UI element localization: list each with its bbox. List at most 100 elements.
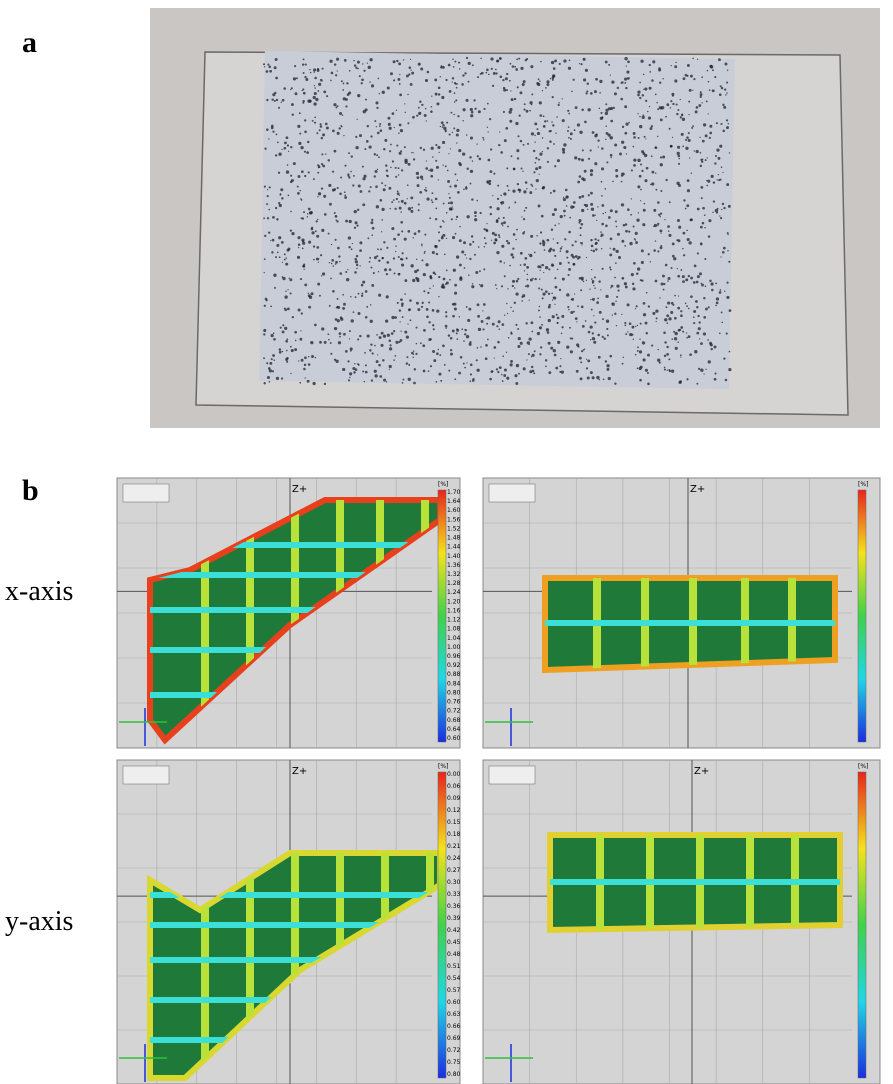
speckle [597, 139, 599, 141]
speckle [488, 182, 491, 185]
speckle [660, 118, 663, 121]
speckle [363, 70, 365, 72]
speckle [269, 381, 271, 383]
speckle [466, 134, 468, 136]
speckle [378, 156, 380, 158]
speckle [271, 358, 273, 360]
speckle [696, 383, 698, 385]
speckle [462, 152, 465, 155]
speckle [641, 150, 644, 153]
speckle [304, 76, 306, 78]
speckle [376, 205, 379, 208]
speckle [590, 149, 592, 151]
speckle [676, 113, 678, 115]
speckle [460, 356, 463, 359]
speckle [514, 374, 517, 377]
speckle [697, 208, 700, 211]
speckle [646, 332, 648, 334]
speckle [418, 112, 421, 115]
speckle [500, 151, 503, 154]
speckle [368, 190, 370, 192]
colorbar-tick-label: 0.30 [447, 879, 461, 886]
speckle [435, 144, 437, 146]
speckle [276, 377, 279, 380]
speckle [409, 66, 412, 69]
speckle [287, 164, 289, 166]
speckle [602, 268, 604, 270]
speckle [581, 223, 584, 226]
speckle [651, 345, 653, 347]
speckle [678, 226, 681, 229]
speckle [593, 315, 594, 316]
speckle [421, 306, 423, 308]
speckle [647, 111, 648, 112]
speckle [573, 79, 575, 81]
speckle [727, 250, 728, 251]
speckle [317, 172, 319, 174]
speckle [639, 175, 642, 178]
speckle [491, 370, 494, 373]
speckle [376, 255, 378, 257]
speckle [651, 125, 653, 127]
speckle [543, 125, 546, 128]
speckle [657, 108, 659, 110]
speckle [264, 148, 266, 150]
speckle [573, 263, 575, 265]
speckle [372, 227, 375, 230]
speckle [317, 196, 318, 197]
colorbar-tick-label: 0.09 [447, 795, 461, 802]
speckle [518, 337, 521, 340]
speckle [563, 198, 566, 201]
speckle [715, 155, 717, 157]
speckle [707, 339, 709, 341]
speckle [728, 368, 731, 371]
speckle [451, 206, 452, 207]
speckle [321, 153, 323, 155]
speckle [708, 360, 711, 363]
speckle [472, 160, 474, 162]
speckle [633, 262, 636, 265]
speckle [655, 172, 656, 173]
speckle [506, 89, 508, 91]
speckle [677, 275, 680, 278]
speckle [627, 208, 630, 211]
speckle [433, 328, 435, 330]
speckle [386, 261, 389, 264]
speckle [581, 306, 584, 309]
speckle [429, 217, 431, 219]
speckle [605, 360, 607, 362]
speckle [459, 264, 462, 267]
speckle [438, 231, 440, 233]
speckle [613, 107, 615, 109]
speckle [570, 132, 573, 135]
speckle [317, 69, 320, 72]
speckle [375, 101, 378, 104]
speckle [514, 98, 516, 100]
speckle [562, 148, 565, 151]
speckle [365, 290, 368, 293]
speckle [592, 282, 594, 284]
speckle [279, 348, 282, 351]
speckle [699, 338, 700, 339]
speckle [493, 173, 495, 175]
speckle [395, 167, 397, 169]
speckle [329, 60, 332, 63]
speckle [627, 331, 628, 332]
speckle [432, 156, 434, 158]
speckle [657, 359, 660, 362]
speckle [268, 66, 271, 69]
speckle [335, 263, 336, 264]
speckle [551, 61, 554, 64]
speckle [428, 321, 430, 323]
speckle [640, 60, 643, 63]
speckle [565, 195, 568, 198]
speckle [479, 270, 481, 272]
speckle [488, 159, 491, 162]
speckle [470, 136, 473, 139]
speckle [539, 316, 541, 318]
speckle [523, 109, 525, 111]
speckle [671, 267, 673, 269]
speckle [376, 107, 378, 109]
info-box [123, 766, 169, 784]
speckle [385, 185, 387, 187]
